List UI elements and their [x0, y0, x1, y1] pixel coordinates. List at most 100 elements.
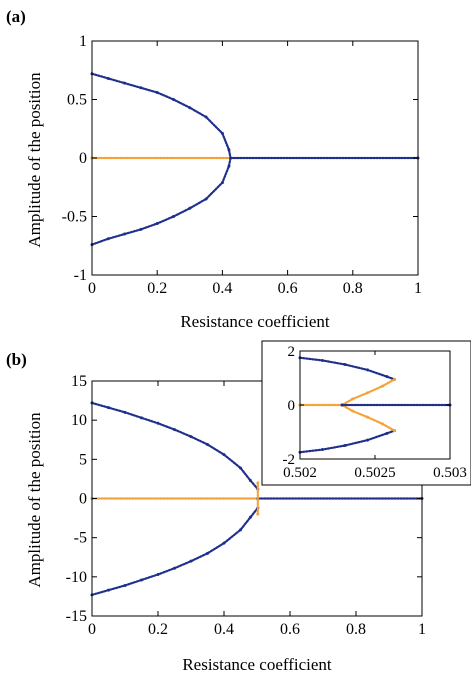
- panel-b-series-upper-branch: [90, 401, 260, 491]
- panel-b-point-upper-branch-2: [123, 410, 127, 414]
- inset-point-lower-stable-2: [343, 444, 347, 447]
- panel-b-point-upper-branch-10: [248, 478, 252, 482]
- panel-a-point-lower-branch-8: [220, 181, 224, 185]
- panel-b-line-upper-branch: [90, 401, 259, 491]
- panel-b-point-lower-branch-6: [189, 559, 193, 563]
- panel-a-point-lower-branch-6: [188, 206, 192, 210]
- inset-ytick-label-0: -2: [283, 452, 296, 468]
- panel-b-series-zero-stable: [256, 497, 424, 500]
- panel-a-series-lower-branch: [90, 156, 233, 247]
- panel-b-point-lower-branch-7: [206, 551, 209, 555]
- panel-a-point-upper-branch-7: [204, 115, 208, 119]
- panel-b-point-upper-branch-1: [107, 406, 110, 410]
- panel-a-point-lower-branch-4: [155, 222, 159, 226]
- chart-panel-a: 0 0.2 0.4 0.6 0.8 1 -1 -0.5 0 0.5 1: [62, 33, 422, 297]
- panel-a-point-lower-branch-5: [172, 215, 175, 218]
- panel-a-point-lower-branch-3: [139, 227, 143, 231]
- inset-point-lower-stable-4: [385, 431, 389, 435]
- inset-point-upper-unstable-0: [393, 377, 396, 381]
- panel-a-ytick-label-2: 0: [79, 150, 87, 167]
- panel-a-ytick-label-1: -0.5: [62, 209, 87, 226]
- panel-b-xtick-label-4: 0.8: [346, 621, 366, 638]
- inset-xtick-label-2: 0.503: [433, 465, 467, 481]
- inset-ytick-label-1: 0: [288, 398, 296, 414]
- inset-point-upper-unstable-2: [366, 391, 369, 395]
- panel-b-ytick-label-3: 0: [79, 491, 87, 508]
- xlabel-b: Resistance coefficient: [182, 655, 332, 674]
- panel-b-xtick-label-3: 0.6: [280, 621, 300, 638]
- panel-b-point-upper-branch-5: [173, 428, 176, 432]
- inset-point-lower-unstable-3: [351, 409, 354, 413]
- panel-a-xtick-label-0: 0: [88, 280, 96, 297]
- panel-a-series-zero-stable: [229, 156, 420, 160]
- panel-label-b: (b): [6, 350, 27, 369]
- ylabel-b: Amplitude of the position: [25, 412, 44, 588]
- panel-b-point-lower-branch-8: [222, 541, 226, 545]
- panel-a-point-upper-branch-1: [106, 76, 110, 80]
- panel-b-ytick-label-5: 10: [71, 412, 87, 429]
- panel-a-point-zero-stable-0: [229, 156, 233, 160]
- inset-point-lower-unstable-0: [393, 429, 396, 433]
- inset-point-upper-unstable-1: [381, 384, 384, 388]
- panel-b-point-upper-branch-7: [206, 442, 209, 446]
- panel-a-point-lower-branch-2: [123, 232, 127, 236]
- panel-b-point-lower-branch-3: [140, 578, 143, 582]
- panel-a-line-upper-branch: [90, 72, 232, 160]
- panel-a-point-upper-branch-4: [155, 90, 159, 94]
- inset-point-lower-unstable-2: [366, 415, 369, 419]
- inset-point-lower-stable-1: [321, 448, 324, 452]
- panel-a-xtick-label-4: 0.8: [343, 280, 363, 297]
- panel-a-xtick-label-5: 1: [414, 280, 422, 297]
- chart-panel-b: 0 0.2 0.4 0.6 0.8 1 -15 -10 -5 0 5 10 15: [66, 373, 426, 638]
- panel-b-point-lower-branch-5: [173, 566, 176, 570]
- panel-b-point-lower-branch-1: [107, 588, 110, 592]
- inset-point-lower-stable-3: [366, 438, 369, 442]
- panel-b-series-transition-segment: [256, 481, 260, 516]
- inset-point-lower-unstable-1: [381, 422, 384, 426]
- panel-a-point-upper-branch-6: [188, 106, 192, 110]
- inset-point-upper-unstable-3: [351, 397, 354, 401]
- panel-b-xtick-label-5: 1: [418, 621, 426, 638]
- inset-point-zero-stable-0: [340, 403, 344, 407]
- panel-b-point-lower-branch-2: [123, 583, 127, 587]
- panel-b-xtick-label-2: 0.4: [214, 621, 234, 638]
- panel-a-line-lower-branch: [90, 156, 232, 246]
- inset-background: [261, 340, 471, 486]
- chart-inset-b: 0.502 0.5025 0.503 -2 0 2: [261, 340, 471, 486]
- panel-a-point-upper-branch-8: [220, 131, 224, 135]
- xlabel-a: Resistance coefficient: [180, 312, 330, 331]
- panel-b-series-zero-unstable: [90, 497, 260, 500]
- inset-ytick-label-2: 2: [288, 344, 296, 360]
- panel-b-ytick-label-4: 5: [79, 451, 87, 468]
- panel-a-xtick-label-2: 0.4: [212, 280, 232, 297]
- panel-a-xtick-label-3: 0.6: [278, 280, 298, 297]
- panel-b-ytick-label-6: 15: [71, 373, 87, 390]
- panel-a-series-zero-unstable: [90, 156, 233, 160]
- panel-b-point-lower-branch-10: [248, 515, 252, 519]
- panel-a-point-lower-branch-1: [106, 237, 110, 241]
- panel-a-ytick-label-3: 0.5: [67, 92, 87, 109]
- panel-b-point-lower-branch-4: [156, 572, 160, 576]
- panel-b-point-upper-branch-3: [140, 416, 143, 420]
- panel-b-point-upper-branch-6: [189, 435, 193, 439]
- panel-b-point-upper-branch-9: [239, 466, 242, 470]
- panel-a-point-upper-branch-2: [123, 81, 127, 85]
- inset-point-upper-stable-1: [321, 358, 324, 362]
- panel-a-series-upper-branch: [90, 72, 233, 160]
- panel-b-point-transition-segment-0: [256, 512, 260, 516]
- panel-b-xtick-label-1: 0.2: [148, 621, 168, 638]
- ylabel-a: Amplitude of the position: [25, 72, 44, 248]
- panel-b-ytick-label-0: -15: [66, 608, 87, 625]
- panel-b-point-lower-branch-9: [239, 528, 242, 532]
- inset-point-upper-stable-2: [343, 363, 347, 366]
- panel-a-point-lower-branch-9: [227, 164, 231, 168]
- inset-xtick-label-1: 0.5025: [354, 465, 395, 481]
- panel-b-point-upper-branch-4: [156, 421, 160, 425]
- panel-label-a: (a): [6, 7, 26, 26]
- panel-b-ytick-label-2: -5: [74, 530, 87, 547]
- panel-b-point-upper-branch-8: [222, 453, 226, 457]
- panel-b-point-transition-segment-1: [256, 481, 260, 485]
- panel-a-xtick-label-1: 0.2: [147, 280, 167, 297]
- inset-xtick-label-0: 0.502: [283, 465, 317, 481]
- panel-a-point-lower-branch-7: [204, 197, 208, 201]
